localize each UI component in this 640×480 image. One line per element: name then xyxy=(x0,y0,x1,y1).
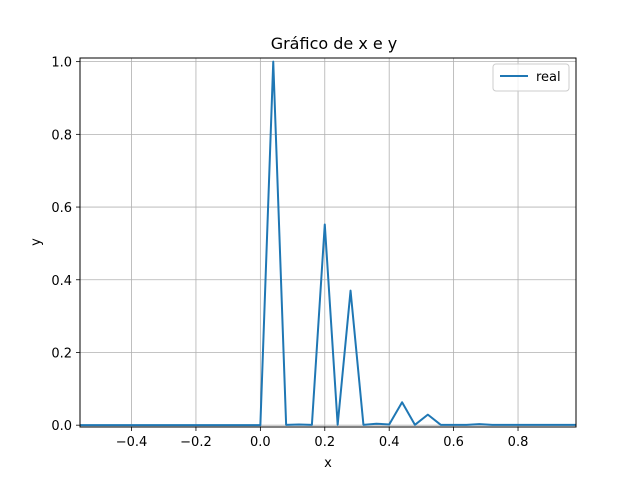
plot-area-frame xyxy=(79,57,577,428)
y-tick-label: 1.0 xyxy=(51,56,72,71)
y-tick-label: 0.4 xyxy=(51,274,72,289)
y-tick-label: 0.2 xyxy=(51,346,72,361)
y-tick-label: 0.0 xyxy=(51,419,72,434)
series-line-real xyxy=(80,60,576,427)
series-layer xyxy=(80,60,576,427)
x-tick-label: −0.4 xyxy=(116,435,148,450)
legend-box xyxy=(492,63,570,92)
x-axis: −0.4 −0.2 0.0 0.2 0.4 0.6 0.8 xyxy=(116,427,529,450)
y-tick-label: 0.8 xyxy=(51,128,72,143)
x-tick-label: 0.2 xyxy=(314,435,335,450)
x-axis-label: x xyxy=(324,456,332,471)
x-tick-label: 0.0 xyxy=(250,435,271,450)
y-tick-label: 0.6 xyxy=(51,201,72,216)
x-tick-label: −0.2 xyxy=(180,435,212,450)
y-axis-label: y xyxy=(29,238,44,246)
x-tick-label: 0.4 xyxy=(379,435,400,450)
y-axis: 0.0 0.2 0.4 0.6 0.8 1.0 xyxy=(51,56,80,434)
x-tick-label: 0.6 xyxy=(443,435,464,450)
chart-title: Gráfico de x e y xyxy=(271,34,398,53)
grid xyxy=(80,58,576,427)
legend: real xyxy=(492,63,570,92)
x-tick-label: 0.8 xyxy=(508,435,529,450)
legend-label-real: real xyxy=(536,70,561,85)
